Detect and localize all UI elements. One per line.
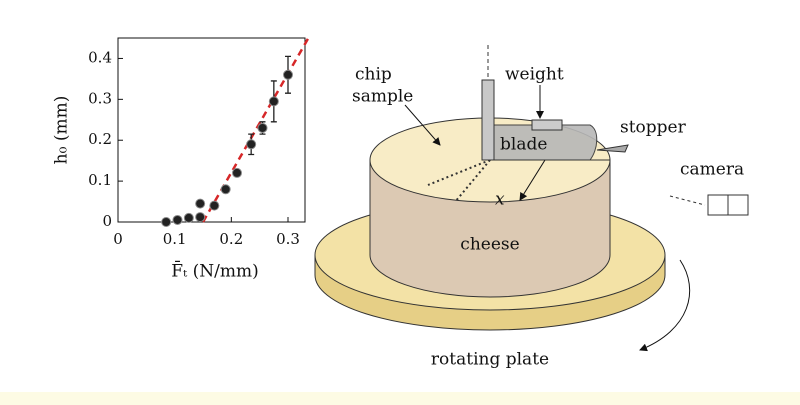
y-tick-label: 0.4 [88,48,112,66]
camera-box [727,194,749,216]
data-point [172,214,183,225]
x-tick-label: 0.3 [276,230,300,248]
data-point [283,69,293,80]
label: rotating plate [431,350,549,370]
label: weight [505,65,564,85]
bottom-band [0,392,800,405]
rotation-arrow [639,259,691,352]
data-point [246,139,257,150]
label: x [495,190,505,210]
y-tick-label: 0.2 [88,130,112,148]
data-point [268,96,279,107]
label: sample [352,87,413,107]
chip-arrow [404,104,441,146]
data-point [232,167,242,178]
data-point [195,198,206,209]
x-tick-label: 0.2 [219,230,243,248]
chart: F̄ₜ (N/mm) h₀ (mm) 0 0.1 0.2 0.3 0 0.1 0.2 0.3 0… [52,37,310,282]
camera-box [707,194,729,216]
chip-lines [427,159,491,203]
camera-sight [669,195,706,206]
rod [481,79,495,161]
label: blade [500,135,547,155]
stopper-shape [596,144,629,153]
y-tick-label: 0 [102,212,112,230]
plot-frame [117,37,306,223]
data-point [161,217,172,227]
y-axis-label: h₀ (mm) [52,96,72,165]
y-tick-label: 0.1 [88,171,112,189]
fit-line [201,37,310,223]
data-point [257,122,268,133]
x-axis-label: F̄ₜ (N/mm) [171,259,259,281]
y-tick-label: 0.3 [88,89,112,107]
blade-shape [489,124,598,161]
data-point [209,200,220,211]
label: camera [680,160,744,180]
diagram: chip sample weight blade stopper camera … [314,45,749,370]
data-point [183,212,194,223]
x-arrow [519,159,546,201]
weight-block [531,119,563,131]
label: stopper [620,118,687,138]
label: cheese [460,235,519,255]
label: chip [355,65,392,85]
data-point [195,212,206,223]
x-tick-label: 0 [113,230,123,248]
x-tick-label: 0.1 [163,230,187,248]
data-point [220,184,231,195]
